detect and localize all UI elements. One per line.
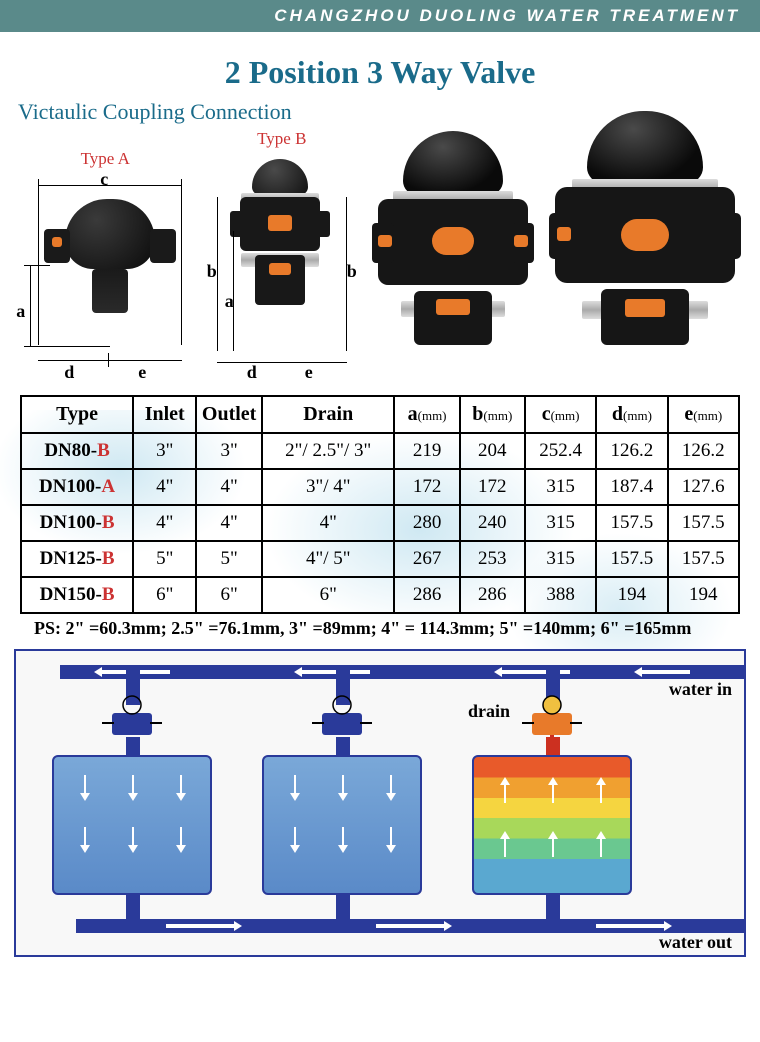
cell-c: 388 [525,577,596,613]
cell-e: 127.6 [668,469,739,505]
cell-outlet: 5" [196,541,262,577]
th-inlet: Inlet [133,396,196,433]
dim-e: e [138,362,146,383]
cell-d: 157.5 [596,505,667,541]
th-b: b(mm) [460,396,525,433]
table-row: DN80-B3"3"2"/ 2.5"/ 3"219204252.4126.212… [21,433,739,469]
type-a-label: Type A [81,149,130,169]
cell-a: 172 [394,469,459,505]
cell-outlet: 4" [196,469,262,505]
cell-type: DN125-B [21,541,133,577]
dim-e2: e [305,362,313,383]
dim-b: b [207,261,217,282]
company-name: CHANGZHOU DUOLING WATER TREATMENT [274,6,740,25]
cell-e: 157.5 [668,541,739,577]
tank-1 [52,755,212,895]
valve-photo-1 [373,131,533,381]
cell-d: 126.2 [596,433,667,469]
dim-c: c [100,169,108,190]
th-e: e(mm) [668,396,739,433]
type-b-label: Type B [257,129,306,149]
page-title: 2 Position 3 Way Valve [0,54,760,91]
cell-b: 204 [460,433,525,469]
cell-inlet: 4" [133,505,196,541]
cell-inlet: 6" [133,577,196,613]
cell-b: 240 [460,505,525,541]
valve-images-row: Type A c a d e T [0,129,760,389]
ps-note: PS: 2" =60.3mm; 2.5" =76.1mm, 3" =89mm; … [34,618,760,639]
th-c: c(mm) [525,396,596,433]
cell-drain: 3"/ 4" [262,469,395,505]
cell-b: 286 [460,577,525,613]
table-row: DN125-B5"5"4"/ 5"267253315157.5157.5 [21,541,739,577]
cell-outlet: 6" [196,577,262,613]
valve-unit-1 [102,695,162,735]
cell-drain: 4"/ 5" [262,541,395,577]
cell-c: 252.4 [525,433,596,469]
cell-e: 157.5 [668,505,739,541]
tank-3 [472,755,632,895]
cell-outlet: 3" [196,433,262,469]
pipe-top [60,665,744,679]
th-d: d(mm) [596,396,667,433]
cell-a: 219 [394,433,459,469]
cell-b: 172 [460,469,525,505]
table-row: DN100-A4"4"3"/ 4"172172315187.4127.6 [21,469,739,505]
type-a-schematic: Type A c a d e [20,149,190,381]
cell-c: 315 [525,541,596,577]
cell-drain: 2"/ 2.5"/ 3" [262,433,395,469]
cell-e: 126.2 [668,433,739,469]
dim-b2: b [347,261,357,282]
cell-d: 194 [596,577,667,613]
cell-type: DN100-A [21,469,133,505]
cell-inlet: 4" [133,469,196,505]
cell-drain: 4" [262,505,395,541]
cell-e: 194 [668,577,739,613]
cell-inlet: 3" [133,433,196,469]
cell-a: 286 [394,577,459,613]
flow-diagram: water in drain [14,649,746,957]
th-drain: Drain [262,396,395,433]
cell-inlet: 5" [133,541,196,577]
table-header-row: Type Inlet Outlet Drain a(mm) b(mm) c(mm… [21,396,739,433]
cell-type: DN80-B [21,433,133,469]
table-row: DN150-B6"6"6"286286388194194 [21,577,739,613]
th-type: Type [21,396,133,433]
water-in-label: water in [669,679,732,700]
dim-d2: d [247,362,257,383]
cell-c: 315 [525,505,596,541]
spec-table: Type Inlet Outlet Drain a(mm) b(mm) c(mm… [20,395,740,614]
cell-a: 267 [394,541,459,577]
th-a: a(mm) [394,396,459,433]
th-outlet: Outlet [196,396,262,433]
cell-drain: 6" [262,577,395,613]
cell-a: 280 [394,505,459,541]
tank-2 [262,755,422,895]
cell-outlet: 4" [196,505,262,541]
pipe-bottom [76,919,744,933]
table-row: DN100-B4"4"4"280240315157.5157.5 [21,505,739,541]
cell-type: DN150-B [21,577,133,613]
cell-d: 187.4 [596,469,667,505]
drain-label: drain [468,701,510,722]
valve-photo-2 [550,111,740,381]
cell-d: 157.5 [596,541,667,577]
type-b-schematic: Type B b a b d [207,129,357,381]
dim-d: d [64,362,74,383]
cell-type: DN100-B [21,505,133,541]
water-out-label: water out [659,932,732,953]
valve-unit-3 [522,695,582,735]
valve-unit-2 [312,695,372,735]
cell-b: 253 [460,541,525,577]
header-bar: CHANGZHOU DUOLING WATER TREATMENT [0,0,760,32]
dim-a: a [16,301,25,322]
cell-c: 315 [525,469,596,505]
